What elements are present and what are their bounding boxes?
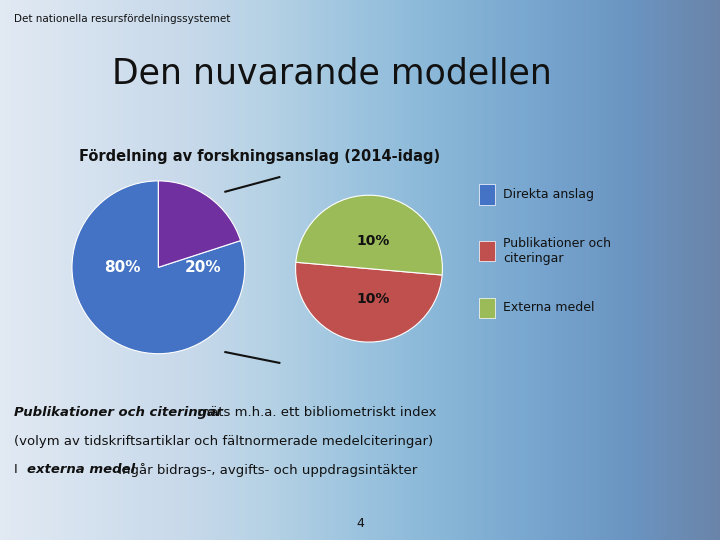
Text: Publikationer och citeringar: Publikationer och citeringar (14, 406, 223, 419)
Text: 4: 4 (356, 517, 364, 530)
Wedge shape (296, 195, 442, 275)
Text: ingår bidrags-, avgifts- och uppdragsintäkter: ingår bidrags-, avgifts- och uppdragsint… (114, 463, 417, 477)
Text: (volym av tidskriftsartiklar och fältnormerade medelciteringar): (volym av tidskriftsartiklar och fältnor… (14, 435, 433, 448)
Text: Publikationer och
citeringar: Publikationer och citeringar (503, 237, 611, 265)
Text: 20%: 20% (185, 260, 222, 275)
Text: externa medel: externa medel (27, 463, 135, 476)
Wedge shape (296, 262, 442, 342)
Wedge shape (72, 181, 245, 354)
Text: Fördelning av forskningsanslag (2014-idag): Fördelning av forskningsanslag (2014-ida… (78, 148, 440, 164)
Text: 10%: 10% (356, 234, 390, 248)
Text: I: I (14, 463, 22, 476)
Text: 80%: 80% (104, 260, 140, 275)
Wedge shape (158, 181, 240, 267)
Text: Den nuvarande modellen: Den nuvarande modellen (112, 57, 552, 91)
Text: Externa medel: Externa medel (503, 301, 595, 314)
Text: Direkta anslag: Direkta anslag (503, 188, 594, 201)
Text: mäts m.h.a. ett bibliometriskt index: mäts m.h.a. ett bibliometriskt index (193, 406, 436, 419)
Text: 10%: 10% (356, 293, 390, 307)
Text: Det nationella resursfördelningssystemet: Det nationella resursfördelningssystemet (14, 14, 231, 24)
